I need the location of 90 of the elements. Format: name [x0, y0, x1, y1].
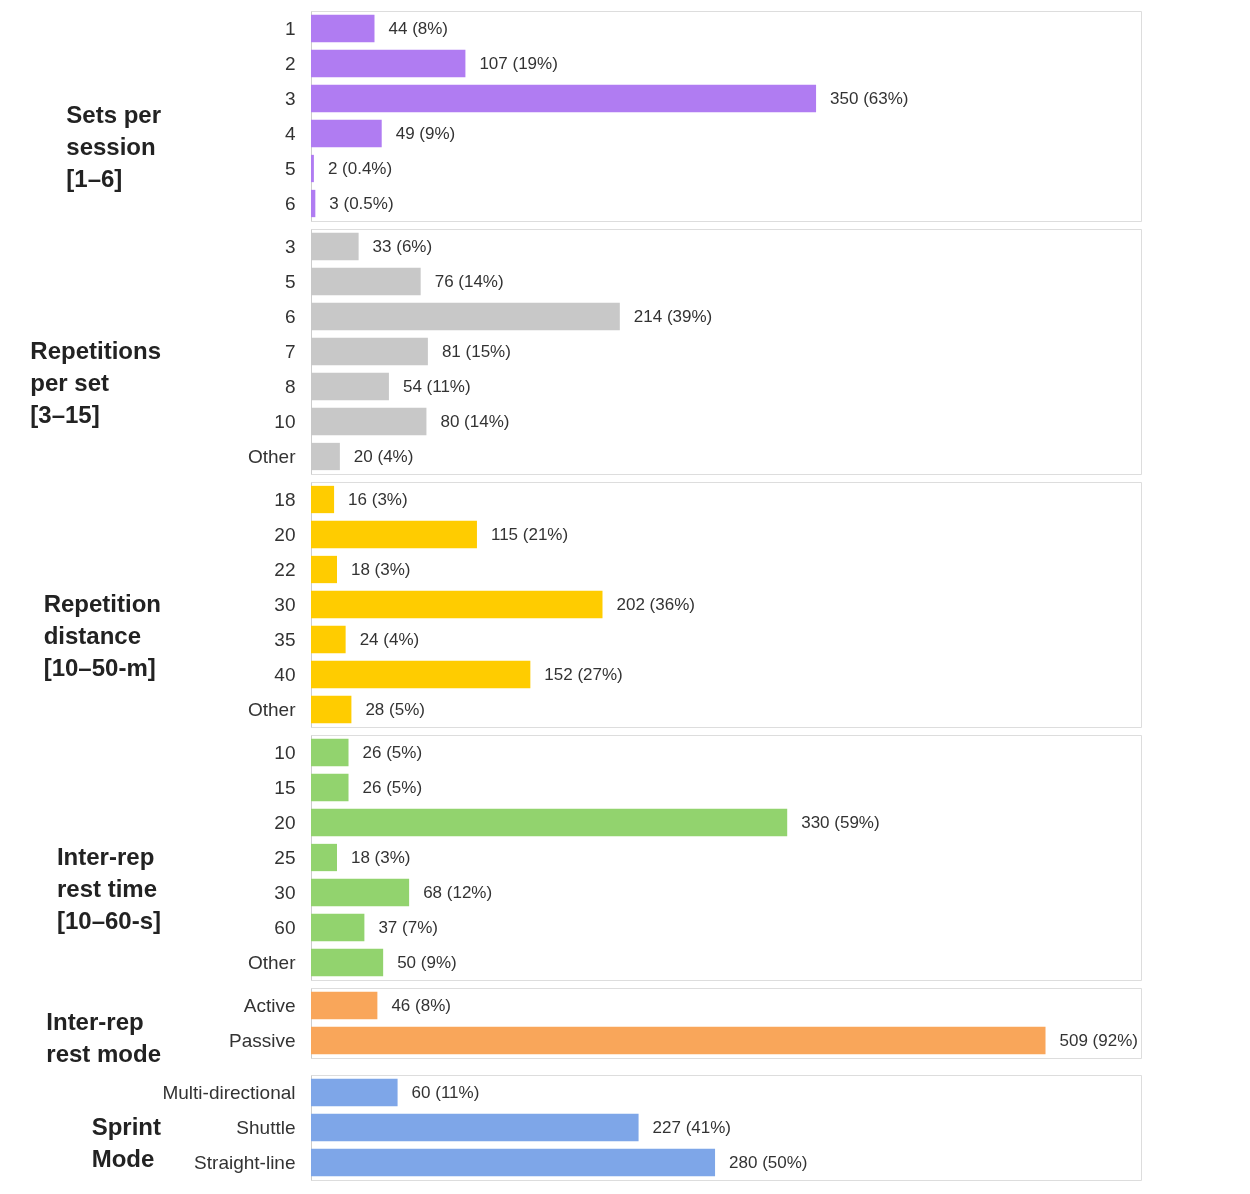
- data-label: 44 (8%): [388, 18, 449, 38]
- y-tick-label: 5: [284, 157, 296, 179]
- y-tick-label: 4: [284, 122, 296, 144]
- data-label: 20 (4%): [353, 446, 414, 466]
- y-tick-label: Shuttle: [236, 1116, 296, 1138]
- y-tick-label: 60: [274, 916, 296, 938]
- data-label: 18 (3%): [350, 559, 411, 579]
- y-tick-label: 7: [284, 340, 296, 362]
- data-label: 18 (3%): [350, 847, 411, 867]
- y-tick-label: 35: [274, 628, 296, 650]
- bar: [311, 738, 349, 767]
- y-tick-label: Multi-directional: [162, 1081, 296, 1103]
- bar: [311, 84, 817, 113]
- y-tick-label: 6: [284, 192, 296, 214]
- data-label: 3 (0.5%): [329, 193, 394, 213]
- bar: [311, 948, 384, 977]
- y-tick-label: 25: [274, 846, 296, 868]
- data-label: 37 (7%): [378, 917, 438, 937]
- data-label: 76 (14%): [434, 271, 504, 291]
- data-label: 330 (59%): [801, 812, 880, 832]
- data-label: 49 (9%): [395, 123, 456, 143]
- y-tick-label: 30: [274, 881, 296, 903]
- data-label: 115 (21%): [490, 524, 569, 544]
- bar: [311, 119, 382, 148]
- bar: [311, 913, 365, 942]
- data-label: 28 (5%): [365, 699, 425, 719]
- text: Inter-rep rest time [10–60-s]: [56, 842, 161, 934]
- data-label: 26 (5%): [362, 742, 423, 762]
- data-label: 509 (92%): [1059, 1030, 1138, 1050]
- bar: [311, 590, 603, 619]
- data-label: 280 (50%): [729, 1152, 808, 1172]
- y-tick-label: Passive: [228, 1029, 296, 1051]
- y-tick-label: Other: [247, 951, 297, 973]
- y-tick-label: 3: [284, 235, 296, 257]
- data-label: 227 (41%): [652, 1117, 732, 1137]
- y-tick-label: 5: [284, 270, 296, 292]
- data-label: 2 (0.4%): [327, 158, 393, 178]
- data-label: 26 (5%): [362, 777, 423, 797]
- data-label: 107 (19%): [479, 53, 558, 73]
- text: Sets per session [1–6]: [66, 101, 162, 192]
- data-label: 81 (15%): [441, 341, 511, 361]
- y-tick-label: 8: [284, 375, 296, 397]
- bar: [311, 555, 337, 584]
- data-label: 202 (36%): [616, 594, 695, 614]
- data-label: 68 (12%): [423, 882, 493, 902]
- y-tick-label: 1: [284, 17, 296, 39]
- y-tick-label: Other: [247, 445, 297, 467]
- y-tick-label: 10: [274, 410, 296, 432]
- bar: [311, 520, 477, 549]
- bar: [311, 808, 788, 837]
- y-tick-label: 6: [284, 305, 296, 327]
- data-label: 60 (11%): [411, 1082, 480, 1102]
- y-tick-label: 2: [284, 52, 296, 74]
- data-label: 152 (27%): [544, 664, 623, 684]
- y-tick-label: 40: [274, 663, 296, 685]
- bar: [311, 843, 337, 872]
- data-label: 214 (39%): [633, 306, 713, 326]
- bar: [311, 14, 375, 43]
- y-tick-label: 3: [284, 87, 296, 109]
- text: Sprint Mode: [91, 1112, 162, 1172]
- data-label: 33 (6%): [372, 236, 433, 256]
- bar: [311, 625, 346, 654]
- y-tick-label: Other: [247, 698, 297, 720]
- bar: [311, 878, 410, 907]
- data-label: 54 (11%): [402, 376, 471, 396]
- data-label: 24 (4%): [359, 629, 420, 649]
- data-label: 350 (63%): [830, 88, 909, 108]
- y-tick-label: 20: [274, 523, 296, 545]
- bar: [311, 695, 352, 724]
- bar: [311, 660, 531, 689]
- y-tick-label: 10: [274, 741, 296, 763]
- text: Repetition distance [10–50-m]: [43, 589, 161, 681]
- y-tick-label: 30: [274, 593, 296, 615]
- bar: [311, 49, 466, 78]
- y-tick-label: 20: [274, 811, 296, 833]
- data-label: 16 (3%): [348, 489, 408, 509]
- y-tick-label: 22: [274, 558, 296, 580]
- bar: [311, 773, 349, 802]
- data-label: 50 (9%): [397, 952, 457, 972]
- data-label: 46 (8%): [391, 995, 451, 1015]
- bar: [311, 154, 314, 183]
- y-tick-label: Active: [243, 994, 296, 1016]
- text: Repetitions per set [3–15]: [30, 336, 162, 428]
- y-tick-label: 18: [274, 488, 296, 510]
- bar: [311, 189, 316, 218]
- y-tick-label: 15: [274, 776, 296, 798]
- y-tick-label: Straight-line: [194, 1151, 296, 1173]
- bar: [311, 485, 335, 514]
- data-label: 80 (14%): [440, 411, 510, 431]
- text: Inter-rep rest mode: [46, 1008, 161, 1067]
